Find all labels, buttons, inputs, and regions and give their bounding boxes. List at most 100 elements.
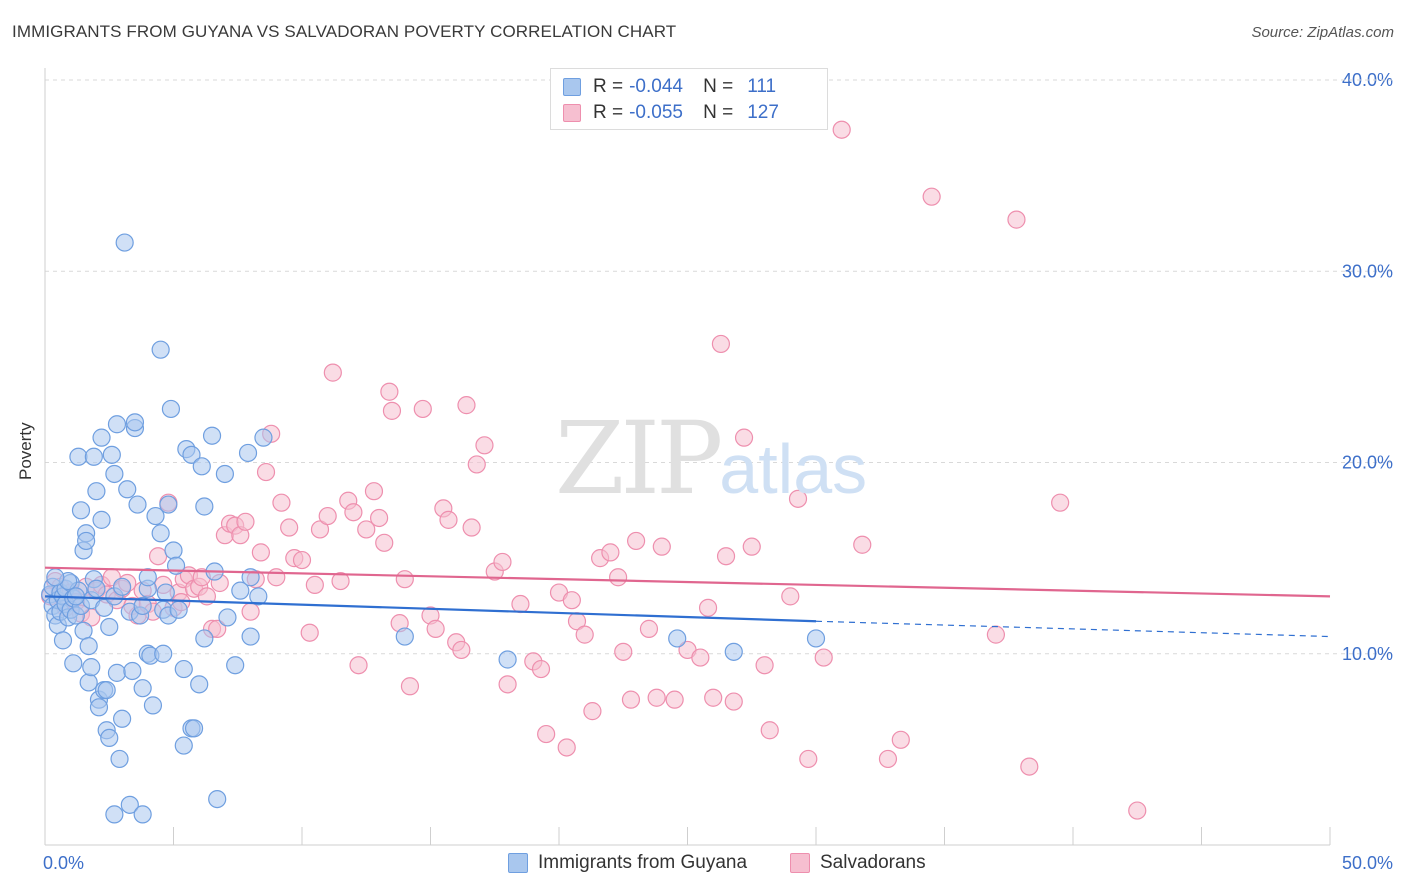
- guyana-point: [92, 510, 111, 529]
- guyana-point: [133, 679, 152, 698]
- legend-n-label: N =: [703, 76, 734, 97]
- salvadoran-point: [292, 550, 312, 570]
- salvadoran-point: [1007, 210, 1026, 229]
- guyana-point: [226, 656, 245, 675]
- guyana-point: [112, 709, 132, 728]
- salvadoran-point: [609, 568, 628, 587]
- salvadoran-point: [256, 462, 276, 482]
- guyana-point: [159, 495, 178, 514]
- correlation-legend: R = -0.044 N = 111 R = -0.055 N = 127: [550, 68, 828, 130]
- guyana-point: [53, 631, 73, 650]
- guyana-point: [100, 617, 119, 637]
- salvadoran-point: [457, 396, 476, 415]
- guyana-point: [71, 501, 91, 520]
- legend-r-label: R =: [593, 102, 624, 123]
- salvadoran-trend-line: [44, 566, 1331, 598]
- guyana-point: [154, 644, 173, 663]
- guyana-point: [182, 445, 201, 464]
- salvadoran-point: [614, 642, 633, 661]
- guyana-point: [202, 426, 222, 445]
- guyana-point: [254, 428, 273, 447]
- legend-n-label: N =: [703, 102, 734, 123]
- guyana-point: [218, 608, 237, 627]
- source-credit: Source: ZipAtlas.com: [1251, 24, 1394, 41]
- salvadoran-point: [267, 568, 286, 587]
- x-tick-label-max: 50.0%: [1342, 853, 1393, 873]
- salvadoran-point: [878, 749, 898, 769]
- guyana-point: [164, 541, 183, 560]
- guyana-point: [64, 654, 83, 673]
- salvadoran-point: [323, 363, 342, 382]
- guyana-point: [79, 673, 98, 692]
- salvadoran-point: [814, 648, 833, 667]
- salvadoran-point: [310, 520, 330, 539]
- salvadoran-point: [305, 575, 324, 595]
- salvadoran-point: [557, 738, 576, 757]
- guyana-point: [84, 447, 103, 466]
- guyana-point: [92, 428, 111, 447]
- guyana-point: [97, 680, 116, 700]
- legend-swatch-blue: [563, 78, 581, 96]
- salvadoran-point: [380, 382, 399, 401]
- guyana-point: [146, 506, 165, 526]
- salvadoran-point: [704, 688, 723, 707]
- salvadoran-point: [1128, 801, 1147, 820]
- guyana-point: [133, 805, 152, 824]
- guyana-point: [174, 659, 193, 679]
- salvadoran-point: [691, 648, 710, 667]
- guyana-point: [82, 658, 101, 677]
- salvadoran-point: [344, 503, 363, 522]
- guyana-point: [102, 445, 121, 464]
- salvadoran-point: [400, 677, 420, 696]
- salvadoran-point: [511, 594, 530, 614]
- salvadoran-point: [621, 690, 641, 709]
- guyana-point: [195, 629, 214, 648]
- salvadoran-point: [452, 640, 471, 660]
- salvadoran-point: [236, 512, 255, 531]
- salvadoran-point: [475, 436, 494, 455]
- chart-title: IMMIGRANTS FROM GUYANA VS SALVADORAN POV…: [12, 22, 677, 41]
- salvadoran-point: [891, 730, 910, 749]
- guyana-point: [215, 464, 234, 484]
- salvadoran-point: [331, 571, 350, 591]
- zipatlas-watermark: ZIPatlas: [555, 400, 867, 517]
- salvadoran-point: [148, 547, 168, 566]
- salvadoran-point: [300, 623, 319, 642]
- guyana-point: [128, 495, 147, 514]
- salvadoran-point: [395, 570, 414, 589]
- salvadoran-point: [832, 120, 851, 139]
- salvadoran-point: [280, 518, 299, 537]
- guyana-point: [169, 600, 188, 619]
- bottom-legend-swatch-pink: [790, 853, 810, 873]
- salvadoran-point: [986, 625, 1006, 644]
- watermark-atlas: atlas: [719, 430, 868, 508]
- guyana-point: [238, 443, 258, 463]
- guyana-point: [123, 661, 142, 681]
- y-tick-label: 20.0%: [1342, 453, 1393, 473]
- salvadoran-point: [760, 721, 779, 740]
- guyana-point: [161, 399, 181, 419]
- guyana-point: [112, 577, 132, 596]
- legend-row-salvadorans: R = -0.055 N = 127: [563, 101, 821, 125]
- salvadoran-point: [665, 690, 684, 709]
- salvadoran-point: [462, 518, 481, 537]
- guyana-point: [105, 805, 124, 824]
- guyana-point: [107, 415, 127, 434]
- guyana-point: [115, 233, 134, 252]
- salvadoran-point: [853, 535, 872, 554]
- salvadoran-point: [357, 520, 376, 539]
- y-axis-label: Poverty: [16, 422, 35, 480]
- salvadoran-point: [799, 749, 818, 769]
- salvadoran-point: [370, 508, 389, 528]
- salvadoran-point: [755, 656, 774, 675]
- bottom-legend-guyana: Immigrants from Guyana: [508, 852, 747, 874]
- salvadoran-point: [639, 619, 659, 638]
- salvadoran-point: [583, 702, 602, 721]
- guyana-point: [87, 482, 106, 501]
- guyana-point: [74, 621, 93, 640]
- guyana-point: [138, 568, 157, 587]
- guyana-point: [174, 736, 193, 755]
- salvadoran-point: [364, 482, 384, 501]
- salvadoran-point: [626, 531, 646, 551]
- guyana-point: [46, 568, 65, 587]
